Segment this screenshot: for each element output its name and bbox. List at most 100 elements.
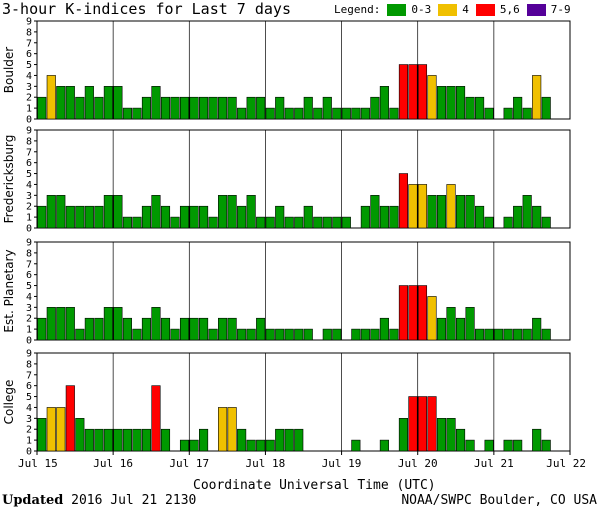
k-index-bar (151, 307, 161, 341)
k-index-bar (503, 216, 513, 229)
x-tick-label: Jul 17 (169, 457, 209, 470)
k-index-bar (370, 195, 380, 229)
k-index-bar (455, 86, 466, 120)
legend-swatch-active (438, 3, 458, 16)
k-index-bar (122, 317, 132, 341)
k-index-bar (389, 107, 399, 120)
k-index-bar (56, 407, 66, 452)
y-tick-label: 9 (26, 17, 32, 28)
k-index-bar (484, 107, 494, 120)
k-index-bar (475, 328, 485, 341)
k-index-bar (455, 317, 466, 341)
y-tick-label: 5 (26, 169, 32, 180)
k-index-bar (436, 195, 447, 229)
legend-item-label: 4 (462, 3, 469, 16)
k-index-bar (417, 184, 428, 229)
k-index-bar (265, 439, 275, 452)
k-index-bar (75, 418, 85, 452)
k-index-bar (427, 75, 437, 120)
k-index-bar (189, 96, 199, 120)
k-index-bar (84, 86, 94, 120)
panel-label: Boulder (2, 47, 16, 94)
k-index-bar (46, 75, 56, 120)
y-tick-label: 7 (26, 147, 32, 158)
k-index-bar (351, 439, 361, 452)
y-tick-label: 1 (26, 436, 32, 447)
k-index-bar (237, 328, 247, 341)
k-index-bar (141, 205, 152, 229)
k-index-bar (256, 317, 266, 341)
k-index-bar (398, 64, 408, 120)
y-tick-label: 7 (26, 38, 32, 49)
y-tick-label: 0 (26, 336, 32, 347)
k-index-bar (541, 216, 551, 229)
y-tick-label: 2 (26, 425, 32, 436)
k-index-bar (341, 216, 351, 229)
k-index-bar (313, 216, 323, 229)
y-tick-label: 8 (26, 136, 32, 147)
y-tick-label: 5 (26, 60, 32, 71)
k-index-bar (218, 407, 228, 452)
k-index-bar (379, 317, 389, 341)
k-index-bar (455, 195, 466, 229)
k-index-bar (132, 428, 142, 452)
legend-item-active: 4 (438, 3, 469, 16)
panel-label: Est. Planetary (2, 249, 16, 332)
k-index-bar (65, 86, 75, 120)
k-index-bar (313, 107, 323, 120)
k-index-bar (522, 195, 532, 229)
k-index-bar (122, 107, 132, 120)
k-index-bar (84, 317, 94, 341)
k-index-bar (189, 317, 199, 341)
k-index-bar (113, 307, 123, 341)
k-index-bar (408, 285, 418, 341)
legend-swatch-quiet (387, 3, 407, 16)
k-index-bar (370, 96, 380, 120)
k-index-bar (65, 385, 75, 452)
x-tick-label: Jul 18 (246, 457, 286, 470)
k-index-bar (513, 205, 523, 229)
k-index-bar (360, 328, 370, 341)
k-index-bar (179, 96, 190, 120)
k-index-bar (132, 216, 142, 229)
k-index-bar (398, 418, 408, 452)
y-tick-label: 9 (26, 238, 32, 249)
k-index-bar (284, 216, 294, 229)
k-index-bar (284, 428, 294, 452)
k-index-bar (275, 96, 285, 120)
k-index-bar (436, 418, 447, 452)
legend: Legend: 0-3 4 5,6 7-9 (334, 3, 571, 16)
k-index-bar (294, 428, 304, 452)
k-index-bar (103, 86, 113, 120)
k-index-bar (56, 86, 66, 120)
y-tick-label: 8 (26, 27, 32, 38)
k-index-bar (446, 418, 456, 452)
k-index-bar (541, 96, 551, 120)
k-index-bar (246, 439, 256, 452)
k-index-bar (503, 107, 513, 120)
k-index-bar (256, 216, 266, 229)
k-index-bar (332, 328, 342, 341)
y-tick-label: 5 (26, 392, 32, 403)
k-index-bar (160, 205, 171, 229)
k-index-bar (46, 407, 56, 452)
y-tick-label: 8 (26, 248, 32, 259)
k-index-bar (427, 396, 437, 452)
y-tick-label: 4 (26, 292, 32, 303)
k-index-bar (408, 396, 418, 452)
k-index-bar (475, 96, 485, 120)
y-tick-label: 4 (26, 180, 32, 191)
k-index-bar (84, 428, 94, 452)
k-index-bar (398, 285, 408, 341)
k-index-bar (541, 439, 551, 452)
k-index-bar (94, 205, 104, 229)
k-index-bar (427, 195, 437, 229)
k-index-bar (75, 96, 85, 120)
k-index-bar (513, 96, 523, 120)
k-index-bar (56, 307, 66, 341)
k-index-bar (513, 328, 523, 341)
k-index-bar (484, 216, 494, 229)
y-tick-label: 4 (26, 403, 32, 414)
k-index-bar (351, 107, 361, 120)
y-tick-label: 7 (26, 259, 32, 270)
